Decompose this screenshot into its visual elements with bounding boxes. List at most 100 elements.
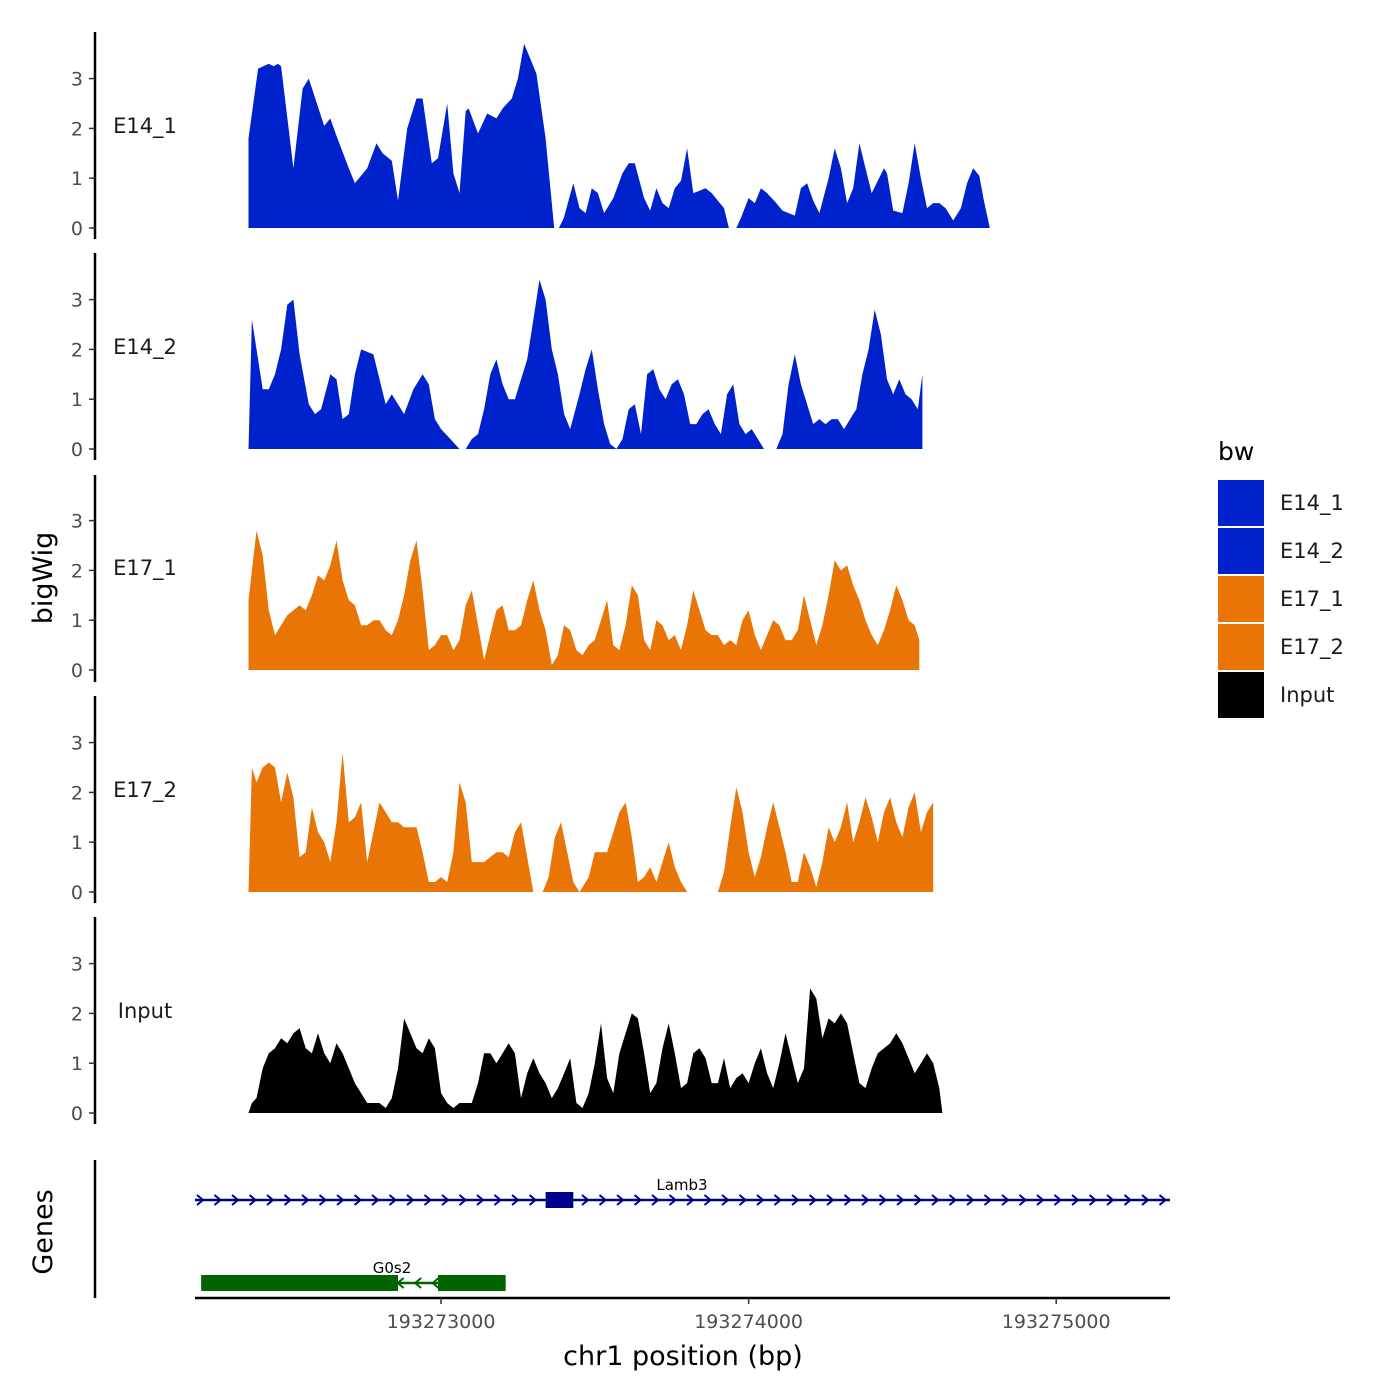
strand-arrow	[336, 1194, 345, 1206]
strand-arrow	[668, 1194, 678, 1206]
exon-block	[437, 1275, 506, 1291]
strand-arrow	[983, 1194, 993, 1206]
y-tick-label: 0	[71, 1103, 83, 1125]
strand-arrow	[353, 1194, 363, 1206]
gene-label: G0s2	[373, 1259, 412, 1277]
coverage-area-E14_2	[248, 279, 923, 449]
strand-arrow	[843, 1194, 853, 1206]
strand-arrow	[1018, 1194, 1028, 1206]
strand-arrow	[1071, 1194, 1080, 1206]
strand-arrow	[1001, 1194, 1010, 1206]
y-tick-label: 1	[71, 389, 83, 411]
strand-arrow	[1036, 1194, 1045, 1206]
strand-arrow	[1123, 1194, 1133, 1206]
legend-label: E14_1	[1280, 491, 1344, 516]
gene-G0s2: G0s2	[201, 1259, 506, 1291]
legend-label: E17_1	[1280, 587, 1344, 612]
y-tick-label: 2	[71, 560, 83, 582]
gene-Lamb3: Lamb3	[195, 1176, 1170, 1208]
track-label: E14_1	[113, 114, 177, 139]
coverage-area-E14_1	[248, 43, 990, 229]
x-axis-title: chr1 position (bp)	[563, 1341, 803, 1372]
y-tick-label: 3	[71, 290, 83, 312]
strand-arrow	[476, 1194, 485, 1206]
legend-title: bw	[1218, 437, 1254, 466]
y-tick-label: 3	[71, 69, 83, 91]
strand-arrow	[966, 1194, 975, 1206]
strand-arrow	[406, 1194, 415, 1206]
strand-arrow	[721, 1194, 730, 1206]
strand-arrow	[703, 1194, 713, 1206]
strand-arrow	[878, 1194, 888, 1206]
strand-arrow	[738, 1194, 748, 1206]
strand-arrow	[931, 1194, 940, 1206]
y-tick-label: 2	[71, 1003, 83, 1025]
strand-arrow	[791, 1194, 800, 1206]
strand-arrow	[431, 1277, 440, 1289]
strand-arrow	[616, 1194, 625, 1206]
strand-arrow	[388, 1194, 398, 1206]
y-tick-label: 2	[71, 782, 83, 804]
legend-swatch	[1218, 672, 1264, 718]
y-tick-label: 2	[71, 118, 83, 140]
strand-arrow	[248, 1194, 258, 1206]
track-Input: 0 1 2 3 Input	[71, 917, 943, 1125]
strand-arrow	[458, 1194, 468, 1206]
strand-arrow	[826, 1194, 835, 1206]
x-tick-label: 193273000	[387, 1311, 496, 1333]
track-label: E17_2	[113, 778, 177, 803]
x-tick-label: 193274000	[694, 1311, 803, 1333]
genes-axis-title: Genes	[28, 1189, 59, 1274]
track-label: Input	[118, 999, 172, 1023]
genes-panel: Lamb3 G0s2	[93, 1160, 1170, 1298]
legend-label: E17_2	[1280, 635, 1344, 660]
x-tick-label: 193275000	[1002, 1311, 1111, 1333]
strand-arrow	[598, 1194, 608, 1206]
legend-swatch	[1218, 576, 1264, 622]
strand-arrow	[266, 1194, 275, 1206]
coverage-area-E17_2	[248, 752, 934, 892]
exon-block	[201, 1275, 398, 1291]
strand-arrow	[861, 1194, 870, 1206]
strand-arrow	[196, 1194, 205, 1206]
strand-arrow	[1053, 1194, 1063, 1206]
strand-arrow	[1088, 1194, 1098, 1206]
tracks: 0 1 2 3 E14_1 0 1 2 3 E14_2 0 1 2 3 E17_1 0 1 2 3 E17_2 0 1 2 3…	[71, 32, 990, 1125]
legend-label: E14_2	[1280, 539, 1344, 564]
gene-label: Lamb3	[656, 1176, 707, 1194]
legend-swatch	[1218, 480, 1264, 526]
strand-arrow	[413, 1277, 422, 1289]
y-tick-label: 1	[71, 610, 83, 632]
y-tick-label: 3	[71, 954, 83, 976]
strand-arrow	[896, 1194, 905, 1206]
coverage-area-Input	[248, 988, 943, 1113]
y-tick-label: 0	[71, 660, 83, 682]
strand-arrow	[913, 1194, 923, 1206]
legend: bw E14_1 E14_2 E17_1 E17_2 Input	[1218, 437, 1344, 718]
strand-arrow	[773, 1194, 783, 1206]
strand-arrow	[511, 1194, 520, 1206]
y-axis-title: bigWig	[28, 532, 59, 625]
y-tick-label: 0	[71, 218, 83, 240]
strand-arrow	[651, 1194, 660, 1206]
strand-arrow	[283, 1194, 293, 1206]
strand-arrow	[948, 1194, 958, 1206]
y-tick-label: 1	[71, 832, 83, 854]
x-axis: 193273000 193274000 193275000	[195, 1296, 1170, 1333]
strand-arrow	[493, 1194, 503, 1206]
strand-arrow	[633, 1194, 643, 1206]
track-E14_2: 0 1 2 3 E14_2	[71, 253, 923, 461]
track-E17_2: 0 1 2 3 E17_2	[71, 696, 934, 904]
strand-arrow	[441, 1194, 450, 1206]
y-tick-label: 3	[71, 733, 83, 755]
strand-arrow	[318, 1194, 328, 1206]
strand-arrow	[1141, 1194, 1150, 1206]
y-tick-label: 0	[71, 439, 83, 461]
strand-arrow	[756, 1194, 765, 1206]
y-tick-label: 2	[71, 339, 83, 361]
legend-swatch	[1218, 624, 1264, 670]
y-tick-label: 0	[71, 882, 83, 904]
strand-arrow	[808, 1194, 818, 1206]
strand-arrow	[581, 1194, 590, 1206]
track-label: E17_1	[113, 556, 177, 581]
